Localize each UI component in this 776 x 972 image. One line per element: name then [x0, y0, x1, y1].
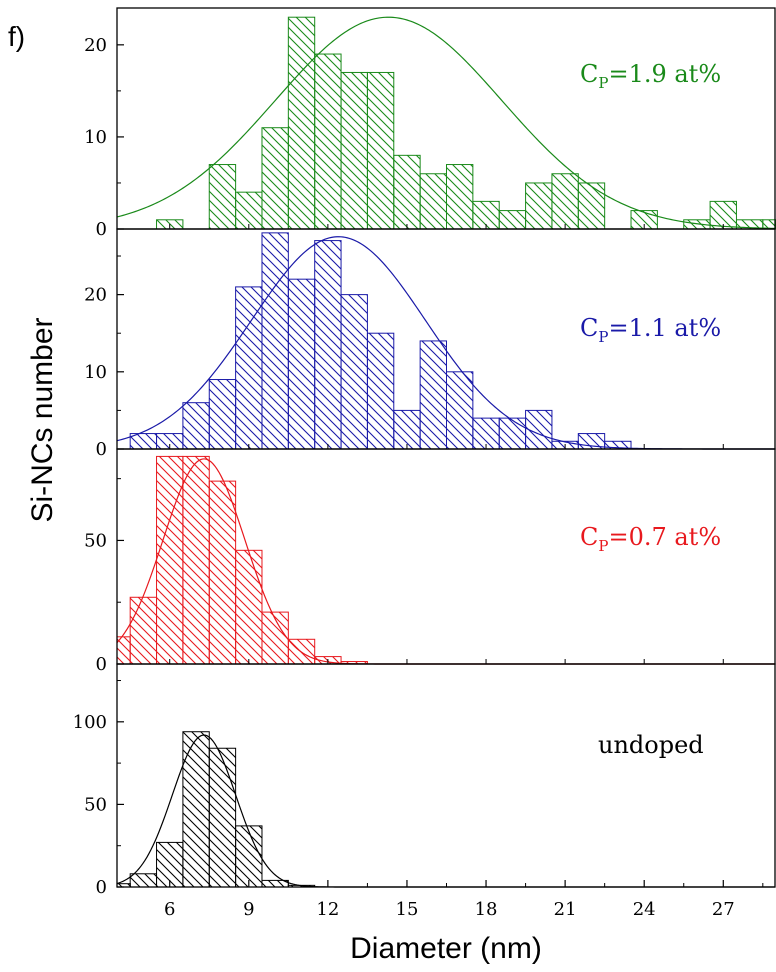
histogram-panel: 0 50 CP=0.7 at% [84, 448, 776, 675]
y-tick-label: 100 [73, 712, 107, 733]
histogram-bar [366, 71, 395, 230]
gaussian-fit-line [116, 16, 776, 229]
series-annotation: CP=1.1 at% [580, 314, 721, 346]
histogram-bar [287, 16, 316, 230]
histogram-bar [498, 210, 527, 230]
histogram-bar [156, 455, 184, 665]
histogram-bar [446, 371, 474, 450]
histogram-bar [261, 232, 289, 450]
histogram-bar [129, 873, 158, 888]
panels: 0 10 20 CP=1.9 at% 0 10 20 CP=1.1 at% 0 50 CP=0.7 … [73, 7, 776, 920]
x-tick-label: 18 [475, 899, 498, 920]
y-tick-label: 20 [84, 285, 107, 306]
histogram-bar [287, 278, 316, 450]
histogram-bar [340, 71, 368, 230]
histogram-bar [393, 154, 421, 230]
histogram-bar [498, 417, 527, 450]
x-axis: 6 9 12 15 18 21 24 27 [129, 224, 764, 920]
histogram-bar [551, 173, 579, 230]
histogram-bar [525, 182, 553, 230]
x-tick-label: 24 [633, 899, 656, 920]
histogram-bar [314, 240, 342, 450]
histogram-bar [129, 596, 158, 665]
histogram-bar [340, 294, 368, 450]
histogram-bar [261, 127, 289, 230]
histogram-bar [208, 164, 237, 230]
x-tick-label: 9 [243, 899, 254, 920]
y-tick-label: 0 [96, 877, 107, 898]
histogram-bar [235, 191, 263, 230]
histogram-bar [419, 340, 448, 450]
histogram-panel: 0 50 100 undoped [73, 663, 776, 898]
x-tick-label: 21 [554, 899, 577, 920]
y-tick-label: 0 [96, 654, 107, 675]
histogram-bar [182, 455, 210, 665]
histogram-bar [156, 841, 184, 888]
histogram-panel: 0 10 20 CP=1.9 at% [84, 7, 776, 240]
series-annotation: CP=1.9 at% [580, 60, 721, 92]
histogram-bar [182, 402, 210, 450]
histogram-bar [446, 164, 474, 230]
histogram-bar [419, 173, 448, 230]
histogram-bar [314, 53, 342, 230]
histogram-bar [235, 825, 263, 888]
histogram-bar [235, 549, 263, 665]
histogram-bar [182, 731, 210, 888]
x-tick-label: 15 [396, 899, 419, 920]
y-axis-label: Si-NCs number [26, 317, 59, 522]
histogram-bar [393, 409, 421, 450]
histogram-panel: 0 10 20 CP=1.1 at% [84, 228, 776, 460]
panel-letter: f) [8, 21, 25, 52]
y-tick-label: 0 [96, 439, 107, 460]
histogram-bar [208, 747, 237, 888]
y-tick-label: 50 [84, 794, 107, 815]
histogram-bar [366, 332, 395, 450]
histogram-bar [472, 417, 500, 450]
y-tick-label: 10 [84, 127, 107, 148]
histogram-bar [261, 611, 289, 665]
x-tick-label: 12 [316, 899, 339, 920]
histogram-bar [208, 480, 237, 665]
y-tick-label: 0 [96, 219, 107, 240]
histogram-bar [577, 182, 606, 230]
series-annotation: undoped [598, 731, 704, 759]
histogram-bar [208, 379, 237, 450]
series-annotation: CP=0.7 at% [580, 523, 721, 555]
y-tick-label: 50 [84, 530, 107, 551]
y-tick-label: 20 [84, 35, 107, 56]
x-tick-label: 27 [712, 899, 735, 920]
y-tick-label: 10 [84, 362, 107, 383]
x-axis-label: Diameter (nm) [350, 932, 542, 965]
x-tick-label: 6 [164, 899, 175, 920]
